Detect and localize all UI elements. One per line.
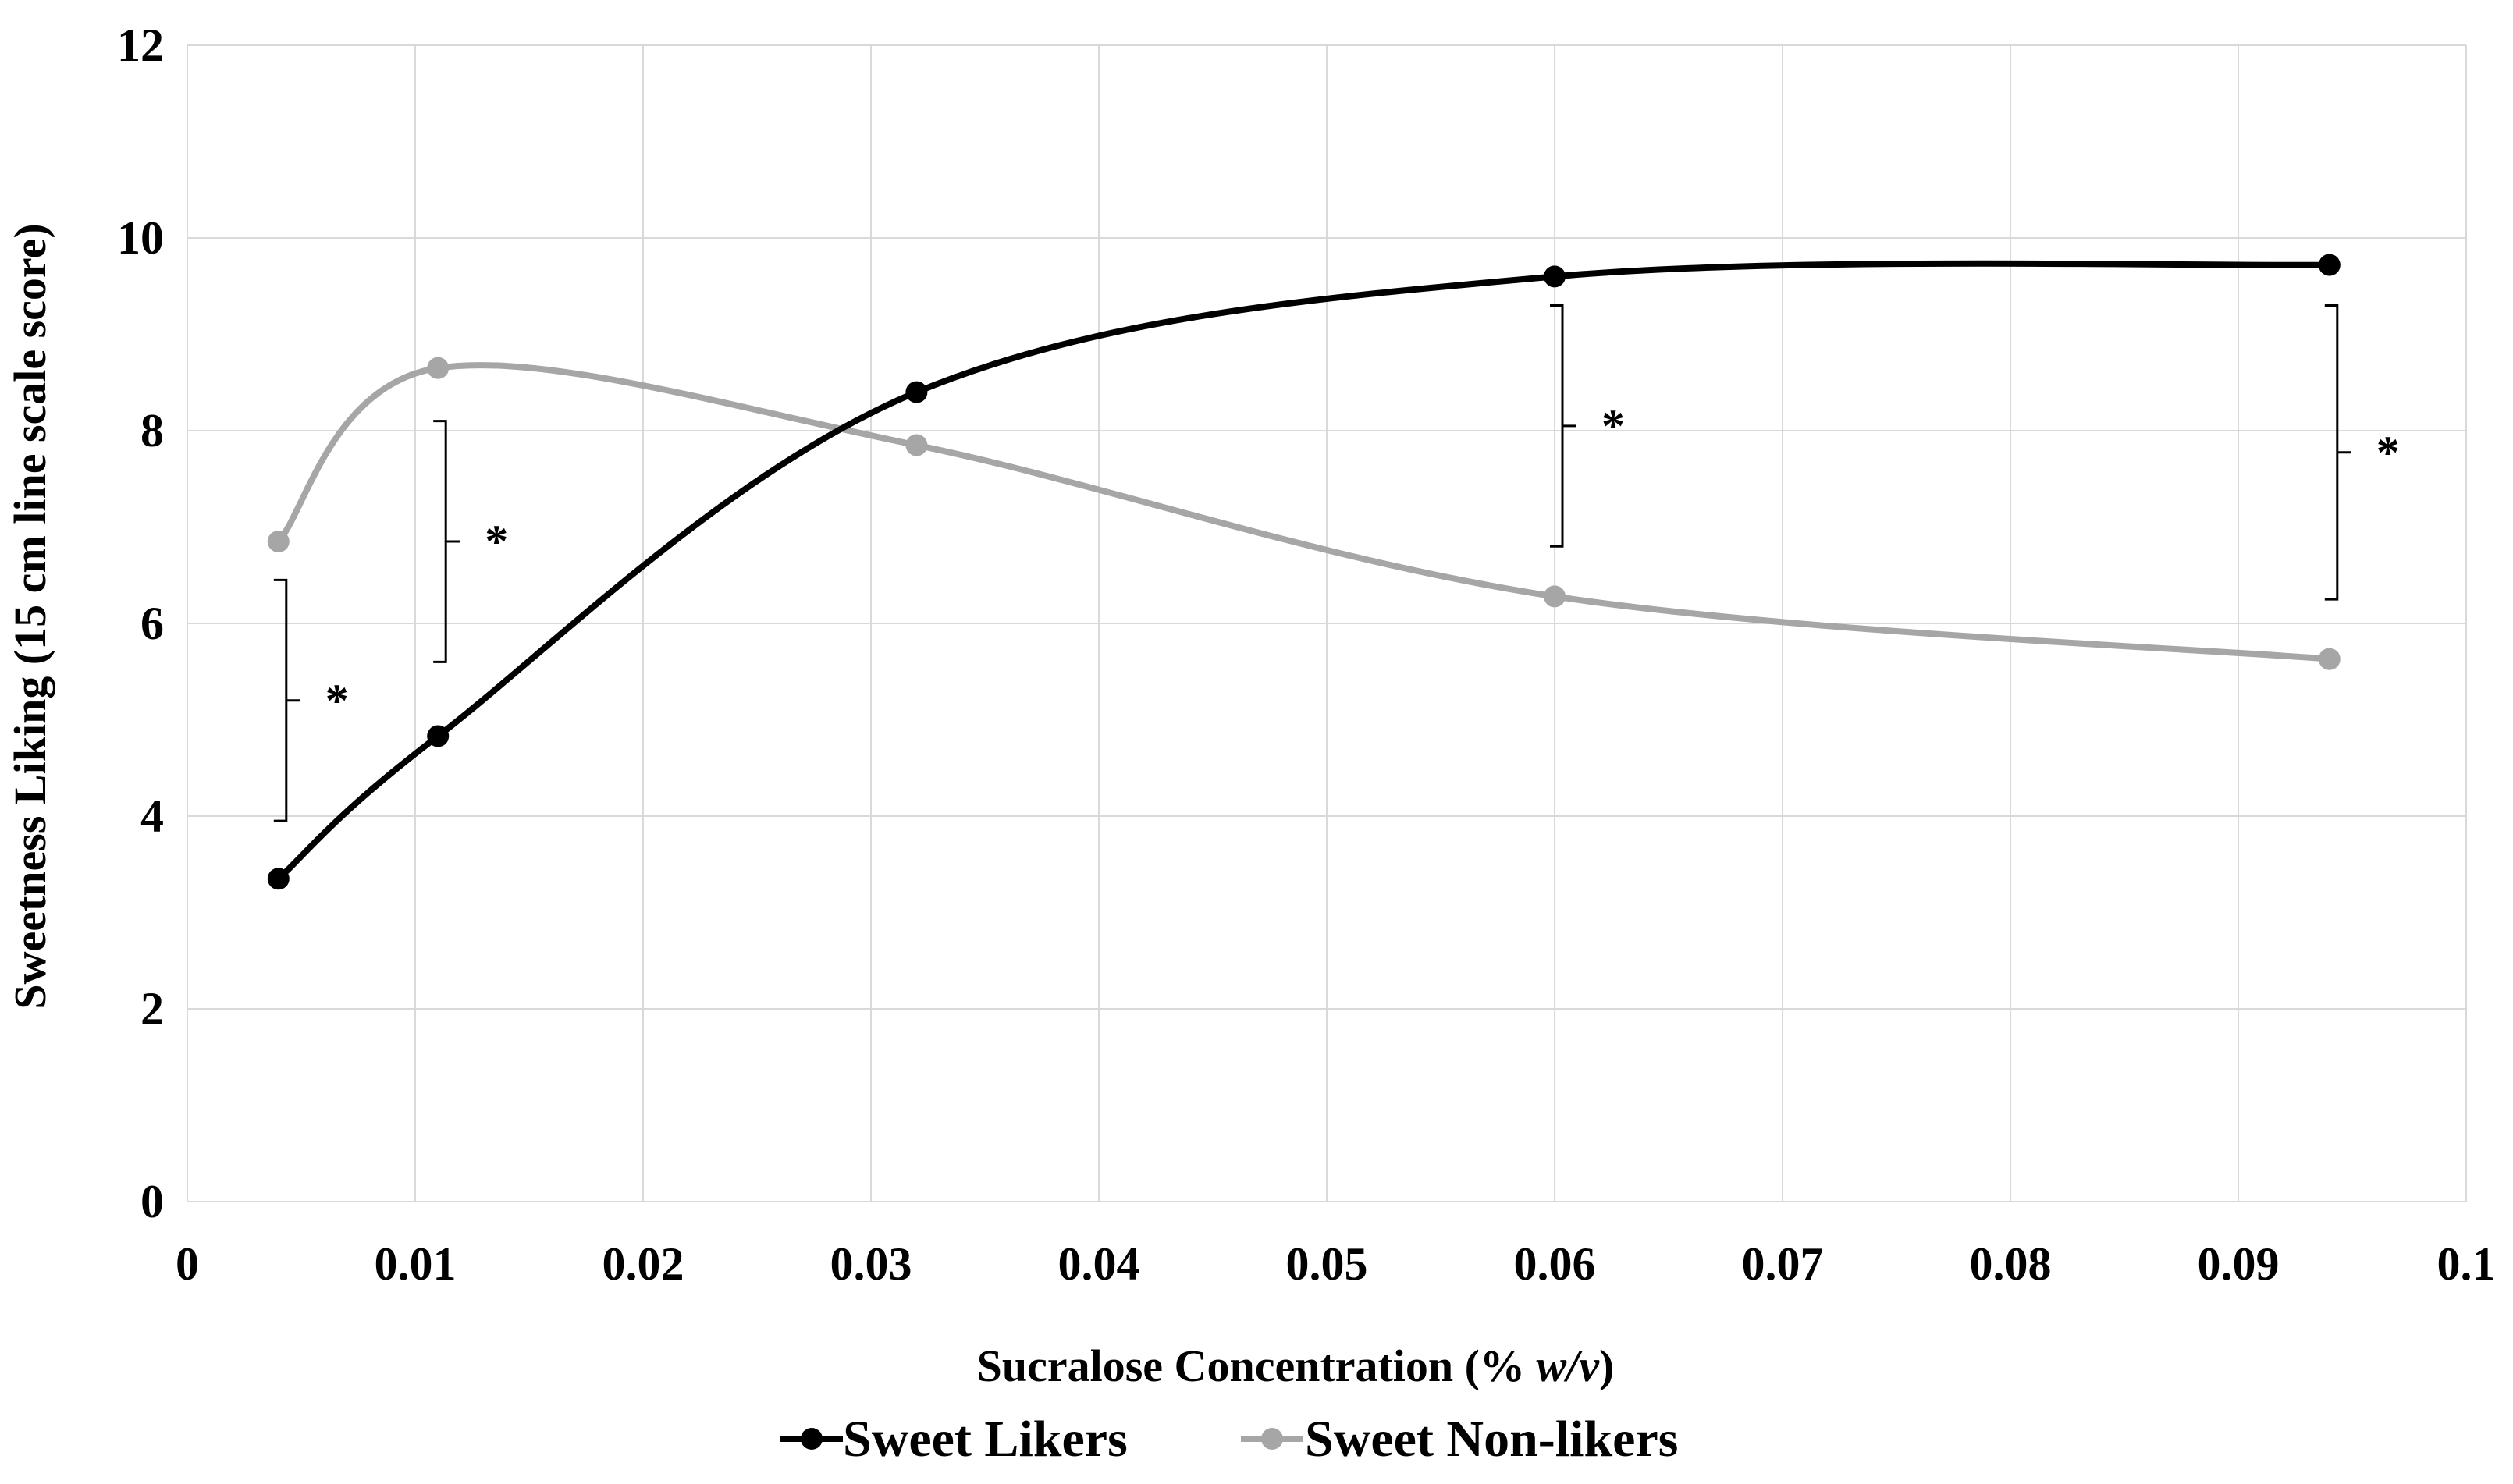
significance-bracket bbox=[2324, 304, 2351, 601]
legend-marker-sweet-likers bbox=[801, 1428, 823, 1450]
y-tick-label: 12 bbox=[117, 20, 164, 71]
significance-bracket bbox=[1550, 304, 1576, 548]
x-tick-label: 0.01 bbox=[375, 1238, 457, 1290]
x-tick-label: 0.02 bbox=[602, 1238, 684, 1290]
significance-bracket bbox=[273, 578, 300, 822]
significance-bracket bbox=[433, 420, 460, 663]
y-tick-label: 2 bbox=[140, 983, 164, 1035]
y-tick-label: 6 bbox=[140, 598, 164, 649]
data-point-sweet-non-likers bbox=[427, 357, 450, 379]
significance-annotations: * * * * bbox=[273, 304, 2400, 822]
significance-star: * bbox=[1601, 400, 1625, 452]
legend-label-sweet-non-likers: Sweet Non-likers bbox=[1305, 1411, 1678, 1468]
x-tick-label: 0.09 bbox=[2198, 1238, 2280, 1290]
data-point-sweet-non-likers bbox=[2318, 648, 2341, 670]
legend-marker-sweet-non-likers bbox=[1261, 1428, 1283, 1450]
x-axis-title: Sucralose Concentration (% w/v) bbox=[977, 1340, 1615, 1391]
significance-star: * bbox=[325, 675, 349, 726]
data-point-sweet-likers bbox=[427, 725, 450, 747]
data-point-sweet-non-likers bbox=[1544, 585, 1566, 608]
data-point-sweet-non-likers bbox=[905, 434, 928, 456]
y-axis-title: Sweetness Liking (15 cm line scale score… bbox=[5, 223, 55, 1009]
x-tick-label: 0.08 bbox=[1970, 1238, 2052, 1290]
gridlines bbox=[187, 44, 2467, 1202]
y-tick-label: 4 bbox=[140, 790, 164, 842]
data-point-sweet-likers bbox=[905, 381, 928, 403]
y-tick-label: 10 bbox=[117, 212, 164, 264]
data-point-sweet-likers bbox=[267, 868, 290, 890]
tick-labels: 0 0.01 0.02 0.03 0.04 0.05 0.06 0.07 0.08 0.09 0.1… bbox=[117, 20, 2496, 1290]
x-tick-label: 0.1 bbox=[2437, 1238, 2496, 1290]
significance-star: * bbox=[485, 516, 508, 567]
series-line-sweet-non-likers bbox=[275, 362, 2333, 662]
x-tick-label: 0.05 bbox=[1286, 1238, 1368, 1290]
x-tick-label: 0.07 bbox=[1742, 1238, 1824, 1290]
data-point-sweet-non-likers bbox=[267, 531, 290, 553]
x-tick-label: 0.03 bbox=[830, 1238, 912, 1290]
x-tick-label: 0 bbox=[176, 1238, 199, 1290]
series-lines bbox=[267, 254, 2341, 890]
legend: Sweet Likers Sweet Non-likers bbox=[780, 1411, 1678, 1468]
y-tick-label: 0 bbox=[140, 1176, 164, 1227]
y-tick-label: 8 bbox=[140, 405, 164, 456]
x-tick-label: 0.04 bbox=[1058, 1238, 1140, 1290]
data-point-sweet-likers bbox=[1544, 265, 1566, 288]
x-tick-label: 0.06 bbox=[1514, 1238, 1596, 1290]
data-point-sweet-likers bbox=[2318, 254, 2341, 276]
legend-label-sweet-likers: Sweet Likers bbox=[843, 1411, 1128, 1468]
significance-star: * bbox=[2376, 427, 2400, 478]
